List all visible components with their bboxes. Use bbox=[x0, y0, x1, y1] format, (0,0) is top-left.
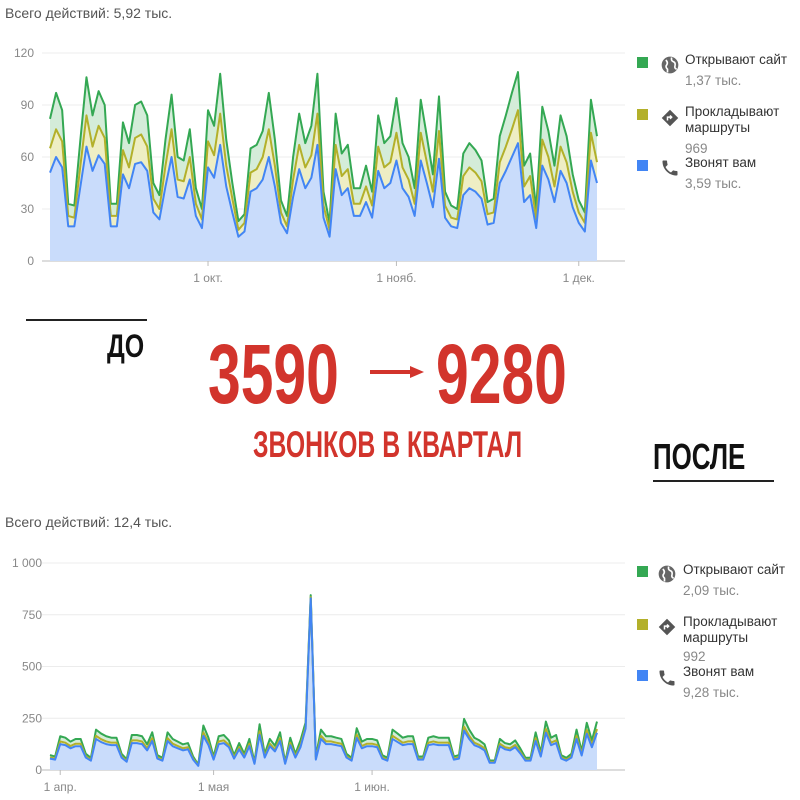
phone-icon bbox=[659, 670, 675, 686]
x-tick-label: 1 июн. bbox=[354, 780, 390, 794]
x-tick-label: 1 мая bbox=[198, 780, 229, 794]
legend-swatch-routes bbox=[637, 619, 648, 630]
from-value: 3590 bbox=[208, 327, 339, 421]
line-routes bbox=[49, 596, 598, 767]
before-total-actions: Всего действий: 5,92 тыс. bbox=[5, 5, 173, 21]
y-tick-label: 0 bbox=[27, 254, 34, 268]
line-calls bbox=[49, 597, 598, 767]
legend-value-routes: 992 bbox=[683, 649, 706, 664]
y-tick-label: 750 bbox=[22, 608, 42, 622]
directions-icon bbox=[658, 618, 676, 636]
to-value-wrap: 9280 bbox=[436, 326, 623, 423]
y-tick-label: 30 bbox=[21, 202, 35, 216]
legend-swatch-routes bbox=[637, 109, 648, 120]
y-tick-label: 0 bbox=[35, 763, 42, 777]
legend-swatch-site bbox=[637, 57, 648, 68]
legend-value-calls: 3,59 тыс. bbox=[685, 176, 742, 191]
x-tick-label: 1 дек. bbox=[563, 271, 595, 285]
line-routes bbox=[49, 109, 598, 231]
after-divider bbox=[653, 480, 774, 482]
y-tick-label: 500 bbox=[22, 660, 42, 674]
from-value-wrap: 3590 bbox=[208, 326, 395, 423]
y-tick-label: 250 bbox=[22, 711, 42, 725]
legend-name-calls: Звонят вам bbox=[685, 155, 757, 170]
legend-name-calls: Звонят вам bbox=[683, 664, 755, 679]
legend-name-routes: Прокладывают маршруты bbox=[685, 104, 780, 135]
legend-name-site: Открывают сайт bbox=[685, 52, 788, 67]
area-routes bbox=[50, 110, 597, 237]
before-label: ДО bbox=[107, 328, 145, 364]
headline-subtitle: ЗВОНКОВ В КВАРТАЛ bbox=[253, 424, 523, 465]
line-site bbox=[49, 594, 598, 766]
legend-name-site: Открывают сайт bbox=[683, 562, 786, 577]
before-label-wrap: ДО bbox=[107, 328, 155, 365]
legend-value-site: 2,09 тыс. bbox=[683, 583, 740, 598]
after-total-actions: Всего действий: 12,4 тыс. bbox=[5, 514, 173, 530]
area-calls bbox=[50, 143, 597, 261]
y-tick-label: 120 bbox=[14, 46, 34, 60]
after-label: ПОСЛЕ bbox=[653, 436, 746, 477]
phone-icon bbox=[662, 160, 678, 176]
x-tick-label: 1 окт. bbox=[193, 271, 223, 285]
legend-value-calls: 9,28 тыс. bbox=[683, 685, 740, 700]
before-chart: 0 30 60 90 120 1 окт. 1 нояб. 1 дек. bbox=[14, 46, 625, 285]
subtitle-wrap: ЗВОНКОВ В КВАРТАЛ bbox=[253, 424, 655, 466]
directions-icon bbox=[661, 109, 679, 127]
legend-swatch-site bbox=[637, 566, 648, 577]
to-value: 9280 bbox=[436, 327, 567, 421]
legend-swatch-calls bbox=[637, 160, 648, 171]
arrow-right-icon bbox=[370, 366, 424, 378]
legend-name-routes: Прокладывают маршруты bbox=[683, 614, 778, 645]
y-tick-label: 60 bbox=[21, 150, 35, 164]
x-tick-label: 1 апр. bbox=[44, 780, 77, 794]
y-tick-label: 90 bbox=[21, 98, 35, 112]
legend-swatch-calls bbox=[637, 670, 648, 681]
before-divider bbox=[26, 319, 147, 321]
y-tick-label: 1 000 bbox=[12, 556, 42, 570]
globe-icon bbox=[661, 56, 679, 74]
legend-value-site: 1,37 тыс. bbox=[685, 73, 742, 88]
globe-icon bbox=[658, 565, 676, 583]
x-tick-label: 1 нояб. bbox=[376, 271, 416, 285]
after-label-wrap: ПОСЛЕ bbox=[653, 436, 781, 478]
line-calls bbox=[49, 142, 598, 238]
legend-value-routes: 969 bbox=[685, 141, 708, 156]
